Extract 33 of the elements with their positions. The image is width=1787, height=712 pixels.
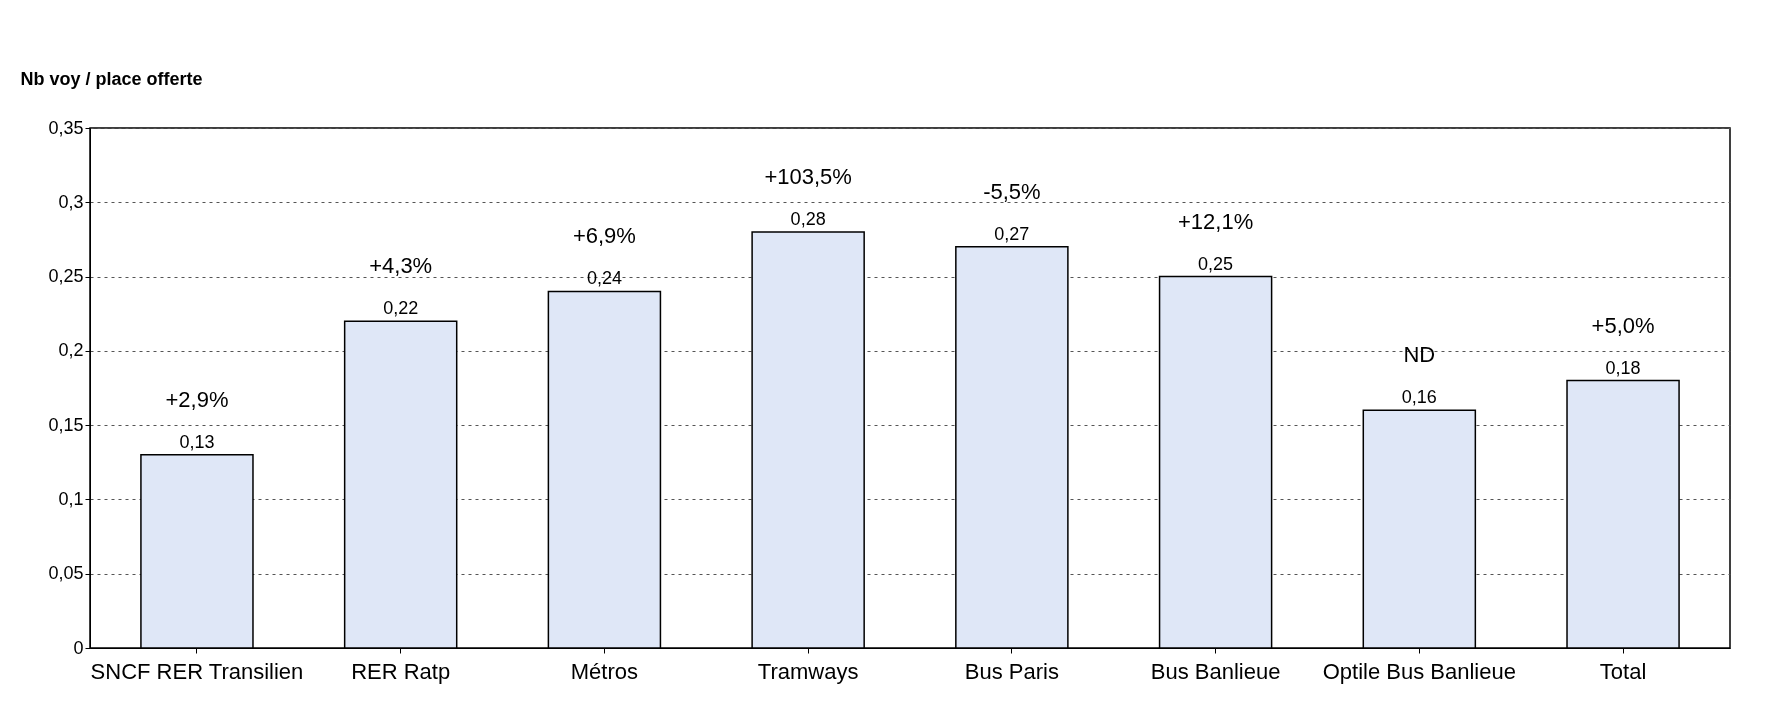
data-label: 0,18 bbox=[1605, 357, 1641, 378]
x-tick-label: Optile Bus Banlieue bbox=[1322, 658, 1516, 684]
annotation: +103,5% bbox=[764, 164, 852, 189]
data-label: 0,13 bbox=[179, 431, 215, 452]
x-tick-label: SNCF RER Transilien bbox=[90, 658, 304, 684]
annotation: -5,5% bbox=[983, 178, 1041, 204]
annotation: +5,0% bbox=[1591, 312, 1655, 338]
data-label: 0,16 bbox=[1401, 387, 1437, 408]
x-tick-label: Total bbox=[1599, 658, 1647, 684]
y-tick-label: 0,25 bbox=[48, 266, 84, 287]
data-label: 0,22 bbox=[383, 298, 419, 319]
x-tick-label: RER Ratp bbox=[351, 658, 451, 684]
annotation: +12,1% bbox=[1177, 208, 1254, 234]
y-axis-title: Nb voy / place offerte bbox=[20, 68, 203, 89]
data-label: 0,24 bbox=[586, 268, 622, 289]
x-tick-label: Métros bbox=[570, 658, 639, 684]
y-tick-label: 0,3 bbox=[58, 191, 84, 212]
y-tick-label: 0 bbox=[73, 637, 84, 658]
annotation: +2,9% bbox=[165, 386, 229, 412]
y-tick-label: 0,1 bbox=[58, 488, 84, 509]
x-tick-label: Bus Banlieue bbox=[1150, 658, 1281, 684]
annotation: +4,3% bbox=[369, 253, 433, 279]
y-tick-label: 0,05 bbox=[48, 563, 84, 584]
y-tick-label: 0,15 bbox=[48, 414, 84, 435]
y-tick-label: 0,35 bbox=[48, 117, 84, 138]
y-tick-label: 0,2 bbox=[58, 340, 84, 361]
annotation: +6,9% bbox=[572, 223, 636, 249]
data-label: 0,25 bbox=[1198, 253, 1234, 274]
annotation: ND bbox=[1403, 342, 1436, 368]
data-label: 0,27 bbox=[994, 223, 1030, 244]
x-tick-label: Tramways bbox=[757, 658, 859, 684]
x-tick-label: Bus Paris bbox=[964, 658, 1059, 684]
data-label: 0,28 bbox=[790, 209, 826, 229]
